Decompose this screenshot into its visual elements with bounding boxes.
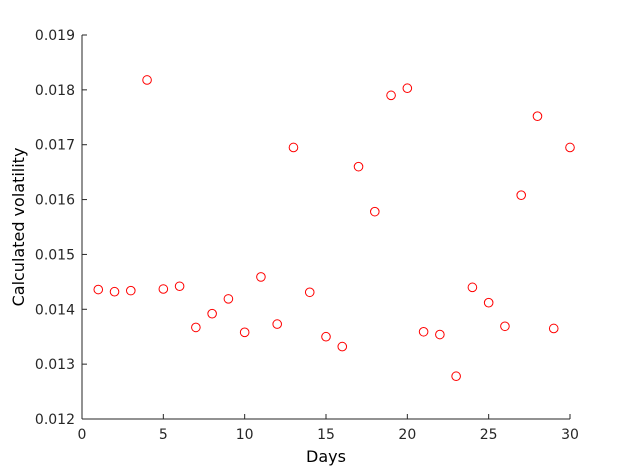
x-tick-label: 5 [159, 427, 168, 443]
data-point [191, 322, 201, 333]
data-point [223, 294, 234, 304]
data-point [174, 281, 185, 292]
data-point [451, 371, 461, 382]
data-point [321, 331, 331, 342]
y-axis-title: Calculated volatility [9, 148, 28, 307]
data-point [239, 327, 250, 338]
x-tick-label: 10 [236, 427, 254, 443]
x-axis-title: Days [306, 447, 346, 466]
y-tick-label: 0.015 [35, 247, 75, 263]
axis-ticks [81, 34, 571, 420]
data-point [418, 326, 429, 337]
data-point [467, 282, 478, 293]
y-tick-label: 0.017 [35, 138, 75, 154]
data-point [402, 83, 413, 94]
y-tick-label: 0.016 [35, 193, 75, 209]
data-points [93, 75, 575, 382]
data-point [256, 272, 266, 282]
x-tick-labels: 0 5 10 15 20 25 30 [78, 427, 579, 443]
data-point [353, 161, 364, 172]
data-point [158, 284, 169, 294]
x-tick-label: 20 [398, 427, 416, 443]
data-point [500, 321, 510, 332]
y-tick-label: 0.013 [35, 357, 75, 373]
x-tick-label: 0 [78, 427, 87, 443]
data-point [370, 206, 380, 217]
x-tick-label: 15 [317, 427, 335, 443]
y-tick-label: 0.012 [35, 412, 75, 428]
data-point [548, 323, 559, 334]
x-tick-label: 25 [480, 427, 498, 443]
y-tick-labels: 0.012 0.013 0.014 0.015 0.016 0.017 0.018 0.019 [35, 28, 75, 428]
data-point [304, 287, 315, 298]
data-point [483, 297, 494, 308]
data-point [109, 286, 120, 297]
data-point [565, 142, 575, 153]
y-tick-label: 0.014 [35, 302, 75, 318]
data-point [207, 308, 217, 319]
data-point [93, 284, 104, 295]
data-point [386, 90, 396, 101]
data-point [142, 75, 152, 85]
x-tick-label: 30 [561, 427, 579, 443]
data-point [337, 341, 348, 352]
data-point [272, 319, 283, 329]
data-point [435, 329, 445, 340]
data-point [532, 111, 543, 121]
data-point [516, 190, 527, 200]
y-tick-label: 0.018 [35, 83, 75, 99]
data-point [126, 285, 136, 296]
data-point [288, 142, 299, 153]
y-tick-label: 0.019 [35, 28, 75, 44]
